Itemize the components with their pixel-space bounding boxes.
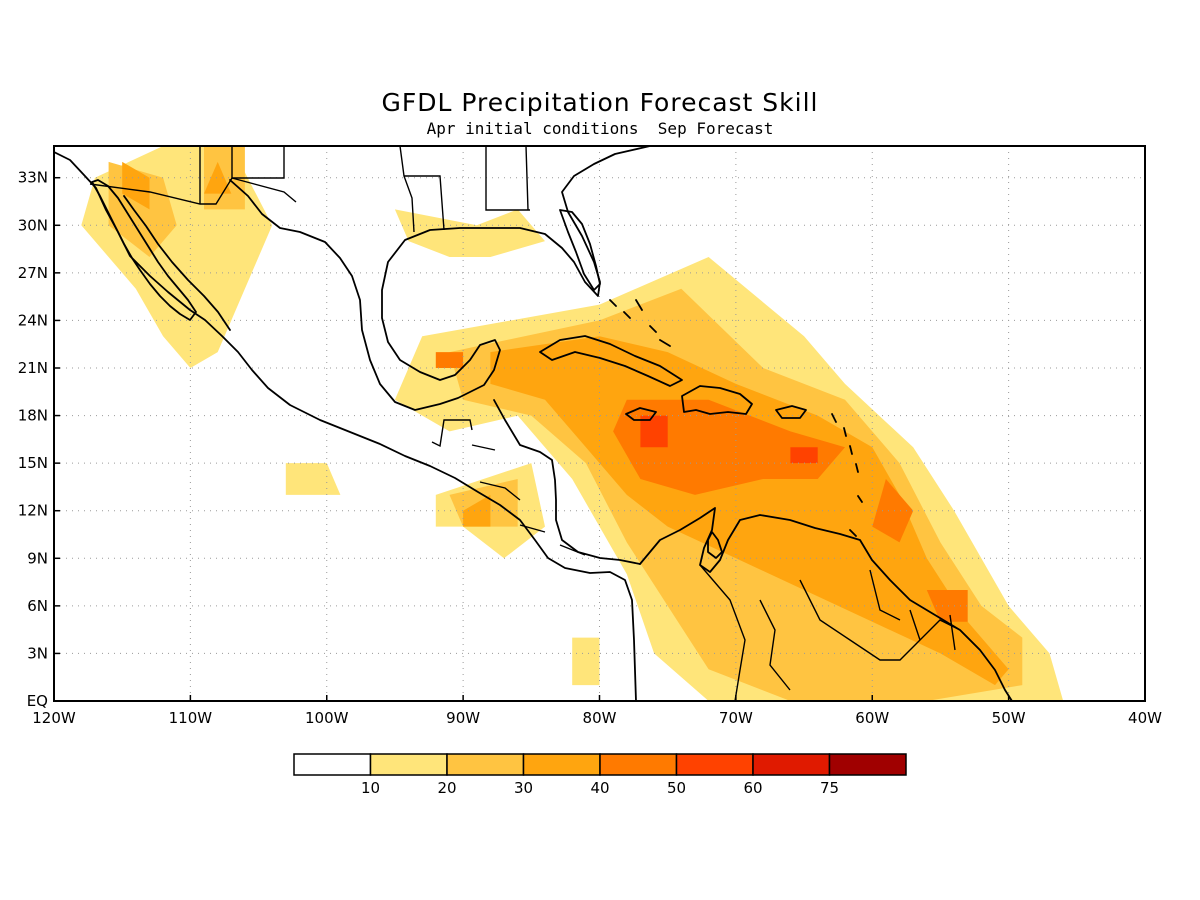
central-america-caribbean-coastline: [493, 399, 641, 565]
skill-region-level-5-0: [640, 415, 668, 448]
skill-region-level-3-0: [122, 161, 150, 210]
colorbar-swatch-6: [752, 753, 831, 776]
lon-tick-label: 40W: [1128, 709, 1162, 727]
lat-tick-label: 12N: [18, 502, 48, 520]
colorbar-swatch-5: [675, 753, 754, 776]
lat-tick-label: 15N: [18, 454, 48, 472]
colorbar-swatch-3: [522, 753, 601, 776]
colorbar-label: 30: [514, 779, 533, 797]
skill-region-level-1-5: [572, 637, 600, 686]
us-mexico-border: [89, 177, 297, 205]
colorbar-swatch-7: [828, 753, 907, 776]
lat-tick-label: EQ: [27, 692, 48, 710]
cuba-coastline: [539, 335, 683, 387]
map-subtitle: Apr initial conditions Sep Forecast: [427, 119, 774, 138]
lon-tick-label: 110W: [169, 709, 213, 727]
longitude-tick-labels: 120W 110W 100W 90W 80W 70W 60W 50W 40W: [32, 695, 1162, 727]
lat-tick-label: 21N: [18, 359, 48, 377]
lon-tick-label: 90W: [446, 709, 480, 727]
colorbar-swatch-2: [446, 753, 525, 776]
us-state-boundaries: [199, 146, 530, 233]
skill-region-level-3-1: [204, 161, 232, 194]
lon-tick-label: 100W: [305, 709, 349, 727]
skill-region-level-3-3: [463, 494, 491, 527]
lat-tick-label: 18N: [18, 407, 48, 425]
colorbar: 10 20 30 40 50 60 75: [293, 753, 907, 797]
colorbar-label: 50: [667, 779, 686, 797]
colorbar-swatch-0: [293, 753, 372, 776]
lat-tick-label: 6N: [27, 597, 48, 615]
lon-tick-label: 120W: [32, 709, 76, 727]
baja-california-coastline: [91, 179, 197, 321]
jamaica-coastline: [625, 407, 657, 421]
map-panel: [54, 146, 1145, 701]
lat-tick-label: 24N: [18, 311, 48, 329]
coastlines: [54, 146, 1013, 701]
lon-tick-label: 60W: [855, 709, 889, 727]
puerto-rico-coastline: [775, 405, 807, 419]
colorbar-label: 40: [590, 779, 609, 797]
lon-tick-label: 80W: [583, 709, 617, 727]
map-title: GFDL Precipitation Forecast Skill: [381, 88, 818, 117]
colorbar-label: 60: [743, 779, 762, 797]
lat-tick-label: 27N: [18, 264, 48, 282]
south-america-borders: [699, 564, 981, 701]
florida-coastline: [559, 209, 601, 291]
lat-lon-grid: [54, 146, 1145, 701]
lat-tick-label: 9N: [27, 549, 48, 567]
central-america-borders: [431, 419, 586, 556]
gulf-of-california-coastline: [123, 195, 231, 331]
skill-region-level-4-0: [613, 399, 845, 495]
lon-tick-label: 50W: [992, 709, 1026, 727]
lat-tick-label: 30N: [18, 216, 48, 234]
bahamas: [609, 299, 671, 347]
colorbar-swatch-1: [369, 753, 448, 776]
colorbar-swatch-4: [599, 753, 678, 776]
skill-shading: [81, 146, 1064, 701]
colorbar-label: 10: [361, 779, 380, 797]
skill-region-level-4-3: [435, 352, 464, 368]
hispaniola-coastline: [681, 385, 753, 415]
political-borders: [89, 146, 981, 701]
colorbar-label: 20: [437, 779, 456, 797]
skill-region-level-4-2: [926, 590, 968, 622]
lat-tick-label: 3N: [27, 644, 48, 662]
lon-tick-label: 70W: [719, 709, 753, 727]
lake-maracaibo-coastline: [707, 531, 723, 559]
skill-region-level-1-2: [285, 463, 341, 495]
skill-region-level-1-4: [394, 209, 545, 257]
lat-tick-label: 33N: [18, 169, 48, 187]
lesser-antilles: [831, 413, 863, 537]
colorbar-label: 75: [820, 779, 839, 797]
latitude-tick-labels: EQ 3N 6N 9N 12N 15N 18N 21N 24N 27N 30N 33N: [18, 169, 60, 710]
skill-region-level-4-1: [872, 479, 914, 543]
skill-region-level-5-1: [790, 447, 818, 464]
